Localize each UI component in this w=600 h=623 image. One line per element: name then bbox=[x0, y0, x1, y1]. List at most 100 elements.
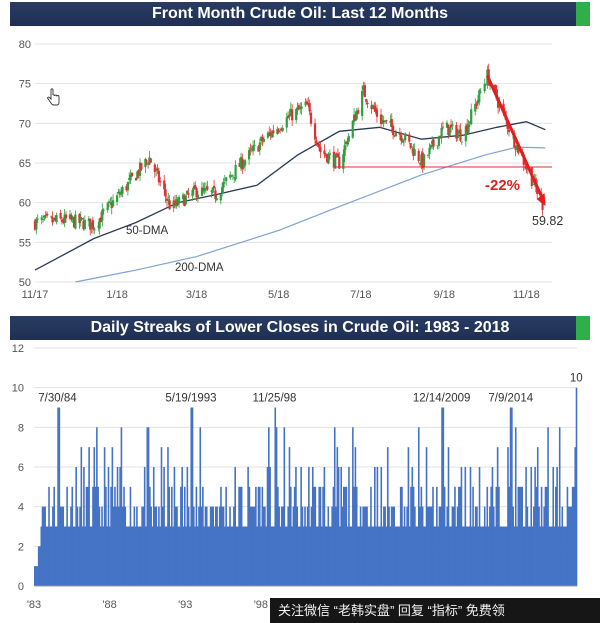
streak-bar bbox=[489, 506, 491, 586]
streak-bar bbox=[508, 486, 511, 586]
streak-bar bbox=[213, 526, 216, 586]
streak-bar bbox=[227, 526, 230, 586]
streak-bar bbox=[174, 506, 177, 586]
streak-bar bbox=[403, 506, 406, 586]
streak-bar bbox=[45, 526, 48, 586]
streak-bar bbox=[103, 447, 106, 586]
streak-bar bbox=[70, 506, 72, 586]
streak-bar bbox=[229, 506, 231, 586]
streak-bar bbox=[571, 486, 574, 586]
streak-bar bbox=[137, 526, 140, 586]
candle-body bbox=[266, 132, 270, 138]
decline-arrow-shaft bbox=[486, 75, 545, 202]
streak-label: 10 bbox=[570, 373, 583, 385]
streak-bar bbox=[212, 506, 215, 586]
streak-bar bbox=[235, 526, 238, 586]
streak-bar bbox=[340, 467, 342, 586]
candle-body bbox=[163, 180, 166, 190]
streak-bar bbox=[183, 486, 186, 586]
candle-body bbox=[215, 198, 218, 200]
candle-body bbox=[458, 130, 461, 134]
candle-body bbox=[144, 158, 147, 168]
streak-bar bbox=[345, 486, 348, 586]
streak-bar bbox=[80, 447, 83, 586]
streak-bar bbox=[87, 486, 89, 586]
streak-bar bbox=[230, 526, 233, 586]
candle-body bbox=[214, 190, 217, 200]
candle-body bbox=[181, 194, 185, 199]
streak-bar bbox=[455, 526, 458, 586]
candle-body bbox=[421, 152, 424, 169]
streak-bar bbox=[234, 467, 236, 586]
streak-bar bbox=[575, 387, 578, 586]
streak-bar bbox=[66, 486, 68, 586]
streak-bar bbox=[518, 486, 521, 586]
streak-bar bbox=[556, 467, 558, 586]
candle-body bbox=[221, 187, 224, 194]
candle-body bbox=[392, 125, 395, 136]
candle-body bbox=[455, 125, 458, 139]
streak-bar bbox=[150, 506, 152, 586]
streak-bar bbox=[364, 506, 367, 586]
streak-bar bbox=[39, 546, 41, 586]
streak-bar bbox=[362, 506, 364, 586]
candle-body bbox=[116, 195, 119, 202]
candle-body bbox=[93, 228, 96, 231]
candle-body bbox=[456, 132, 459, 139]
streak-bar bbox=[300, 467, 302, 586]
candle-body bbox=[173, 200, 177, 205]
streak-bar bbox=[34, 566, 36, 586]
chart2-title: Daily Streaks of Lower Closes in Crude O… bbox=[90, 319, 510, 336]
streak-bar bbox=[149, 486, 151, 586]
streak-bar bbox=[357, 526, 359, 586]
streak-bar bbox=[96, 427, 98, 586]
chart1-x-axis: 11/17 1/18 3/18 5/18 7/18 9/18 11/18 bbox=[22, 289, 540, 301]
candle-body bbox=[239, 156, 243, 169]
candle-body bbox=[231, 175, 235, 177]
candle-body bbox=[111, 200, 115, 207]
streak-bar bbox=[77, 526, 80, 586]
candle-body bbox=[145, 160, 148, 162]
streak-bar bbox=[374, 467, 376, 586]
candle-body bbox=[363, 85, 366, 98]
streak-bar bbox=[308, 467, 310, 586]
candle-body bbox=[366, 102, 369, 104]
streak-bar bbox=[375, 526, 377, 586]
streak-bar bbox=[261, 486, 264, 586]
candle-body bbox=[464, 126, 467, 142]
candle-body bbox=[110, 202, 113, 209]
candle-body bbox=[126, 181, 129, 191]
candle-body bbox=[258, 142, 261, 151]
streak-bar bbox=[169, 526, 172, 586]
streak-bar bbox=[384, 506, 386, 586]
candle-body bbox=[107, 201, 111, 203]
candle-body bbox=[63, 214, 66, 224]
streak-bar bbox=[302, 526, 305, 586]
chart1-y-axis: 80 75 70 65 60 55 50 bbox=[19, 39, 31, 289]
streak-bar bbox=[393, 506, 396, 586]
candle-body bbox=[125, 186, 128, 191]
candle-body bbox=[50, 216, 53, 218]
streak-bar bbox=[101, 506, 103, 586]
candle-body bbox=[81, 218, 84, 220]
streak-bar bbox=[85, 486, 88, 586]
streak-bar bbox=[531, 526, 534, 586]
y-tick-label: 80 bbox=[19, 39, 31, 51]
streak-bar bbox=[107, 467, 110, 586]
candle-body bbox=[68, 214, 72, 219]
streak-bar bbox=[454, 486, 456, 586]
candle-body bbox=[420, 154, 423, 166]
streak-bar bbox=[480, 526, 482, 586]
streak-bar bbox=[67, 526, 70, 586]
streak-bar bbox=[419, 506, 421, 586]
streak-bar bbox=[465, 526, 468, 586]
candle-body bbox=[260, 136, 263, 141]
streak-bar bbox=[224, 526, 226, 586]
streak-bar bbox=[482, 526, 485, 586]
candle-body bbox=[305, 101, 309, 105]
streak-bar bbox=[297, 526, 300, 586]
streak-bar bbox=[207, 526, 209, 586]
candle-body bbox=[476, 100, 480, 104]
streak-bar bbox=[451, 506, 454, 586]
streak-bar bbox=[187, 506, 190, 586]
